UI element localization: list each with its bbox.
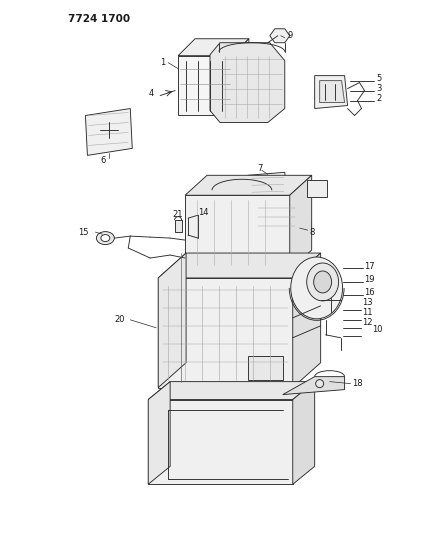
Polygon shape xyxy=(290,175,312,270)
Text: 16: 16 xyxy=(365,288,375,297)
Ellipse shape xyxy=(307,263,339,301)
Polygon shape xyxy=(86,109,132,155)
Text: 5: 5 xyxy=(377,74,382,83)
Polygon shape xyxy=(248,356,283,379)
Polygon shape xyxy=(158,278,293,387)
Polygon shape xyxy=(185,175,312,195)
Text: 6: 6 xyxy=(101,156,106,165)
Polygon shape xyxy=(178,39,249,55)
Text: 7724 1700: 7724 1700 xyxy=(68,14,131,24)
Text: 18: 18 xyxy=(353,379,363,388)
Polygon shape xyxy=(148,382,315,400)
Text: 2: 2 xyxy=(377,94,382,103)
Text: 9: 9 xyxy=(288,31,293,41)
Ellipse shape xyxy=(316,379,324,387)
Polygon shape xyxy=(307,180,327,197)
Text: 14: 14 xyxy=(198,208,208,217)
Text: 1: 1 xyxy=(160,58,166,67)
Text: 8: 8 xyxy=(310,228,315,237)
Text: 21: 21 xyxy=(173,209,183,219)
Text: 12: 12 xyxy=(363,318,373,327)
Polygon shape xyxy=(315,76,348,109)
Polygon shape xyxy=(283,377,345,394)
Text: 7: 7 xyxy=(257,164,262,173)
Ellipse shape xyxy=(96,232,114,245)
Polygon shape xyxy=(242,200,312,238)
Text: 10: 10 xyxy=(372,325,383,334)
Polygon shape xyxy=(148,400,293,484)
Text: 20: 20 xyxy=(115,316,125,324)
Polygon shape xyxy=(270,29,290,43)
Ellipse shape xyxy=(323,300,335,310)
Polygon shape xyxy=(185,195,290,270)
Polygon shape xyxy=(175,220,182,232)
Polygon shape xyxy=(248,172,287,198)
Polygon shape xyxy=(293,382,315,484)
Polygon shape xyxy=(158,253,186,387)
Text: 19: 19 xyxy=(365,276,375,285)
Text: 11: 11 xyxy=(363,309,373,317)
Text: 4: 4 xyxy=(148,89,154,98)
Polygon shape xyxy=(293,253,321,387)
Polygon shape xyxy=(158,253,321,278)
Polygon shape xyxy=(232,39,249,116)
Text: 3: 3 xyxy=(377,84,382,93)
Text: 17: 17 xyxy=(365,262,375,271)
Polygon shape xyxy=(148,382,170,484)
Polygon shape xyxy=(178,55,232,116)
Ellipse shape xyxy=(291,257,342,319)
Text: 15: 15 xyxy=(78,228,89,237)
Text: 13: 13 xyxy=(363,298,373,308)
Ellipse shape xyxy=(314,271,332,293)
Polygon shape xyxy=(320,80,345,102)
Polygon shape xyxy=(210,43,285,123)
Ellipse shape xyxy=(101,235,110,241)
